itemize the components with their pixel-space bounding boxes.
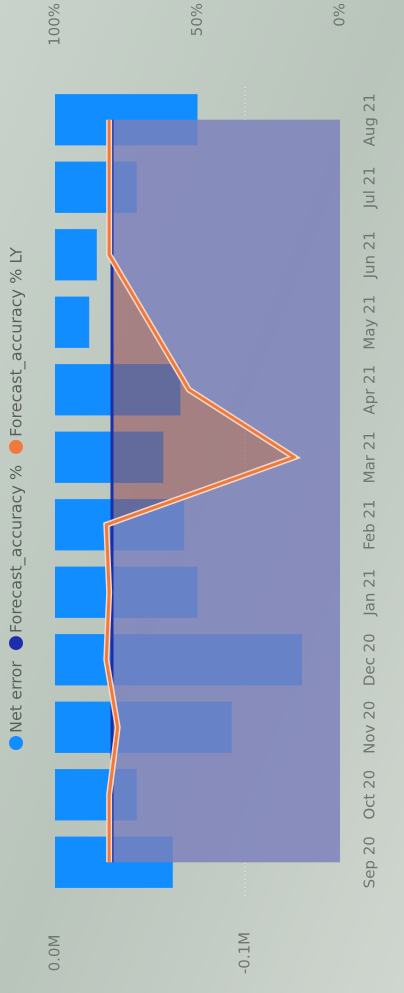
y2-tick-label: 0% <box>331 3 349 27</box>
x-tick-label: Aug 21 <box>361 93 379 146</box>
x-tick-label: Feb 21 <box>361 500 379 550</box>
chart-body: 0.0M -0.1M 0% 50% 100% Sep 20 Oct 20 Nov 20 Dec … <box>7 3 379 974</box>
x-tick-label: Oct 20 <box>361 770 379 820</box>
line <box>104 119 296 863</box>
x-tick-label: Jan 21 <box>361 569 379 617</box>
legend-label: Net error <box>7 661 26 733</box>
legend-marker <box>9 736 23 750</box>
legend-label: Forecast_accuracy % LY <box>7 247 27 437</box>
legend-label: Forecast_accuracy % <box>7 465 27 633</box>
x-tick-label: Mar 21 <box>361 431 379 483</box>
y2-tick-label: 100% <box>46 3 64 46</box>
legend-marker <box>9 439 23 454</box>
legend: Net error Forecast_accuracy % Forecast_acc… <box>7 247 27 750</box>
y2-tick-label: 50% <box>188 3 206 36</box>
y-tick-label: -0.1M <box>236 932 254 974</box>
bar <box>55 296 90 348</box>
area <box>106 119 340 863</box>
x-tick-label: May 21 <box>361 295 379 350</box>
x-tick-label: Apr 21 <box>361 365 379 415</box>
x-tick-label: Jun 21 <box>361 231 379 279</box>
legend-marker <box>9 636 23 651</box>
x-tick-label: Sep 20 <box>361 836 379 888</box>
x-tick-label: Jul 21 <box>361 166 379 209</box>
x-tick-label: Nov 20 <box>361 701 379 754</box>
y-tick-label: 0.0M <box>46 935 64 972</box>
bar <box>55 229 97 281</box>
x-tick-label: Dec 20 <box>361 633 379 686</box>
